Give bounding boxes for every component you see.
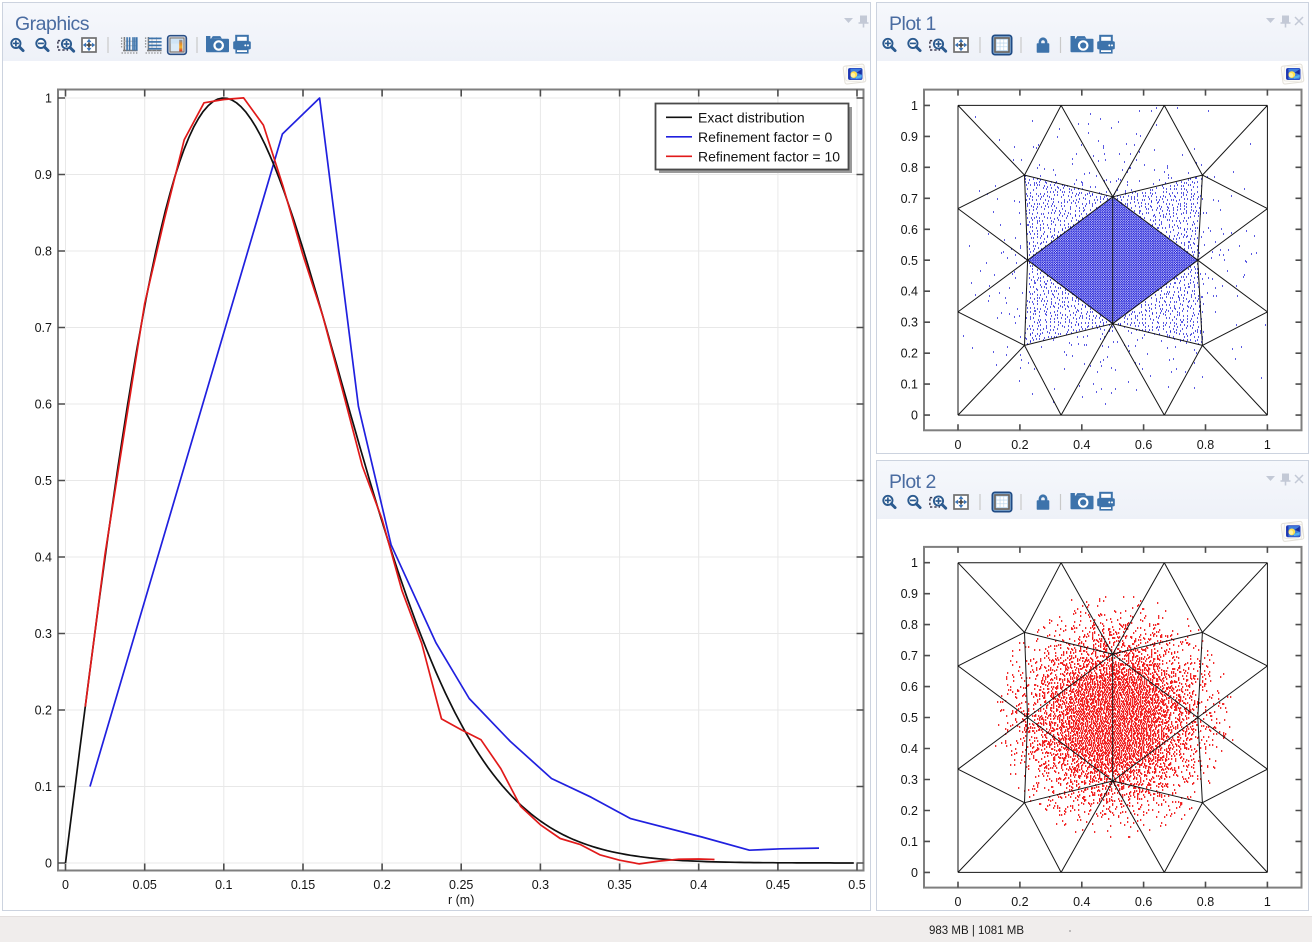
svg-text:0.7: 0.7 <box>35 321 52 335</box>
svg-text:0: 0 <box>955 438 962 452</box>
svg-text:0.6: 0.6 <box>1135 895 1152 909</box>
svg-text:r (m): r (m) <box>448 893 474 907</box>
svg-text:0.5: 0.5 <box>901 711 918 725</box>
svg-text:0.4: 0.4 <box>35 551 52 565</box>
svg-text:0.15: 0.15 <box>291 878 315 892</box>
svg-text:0.1: 0.1 <box>901 378 918 392</box>
svg-text:0.9: 0.9 <box>901 587 918 601</box>
svg-text:1: 1 <box>911 556 918 570</box>
svg-text:0.6: 0.6 <box>1135 438 1152 452</box>
svg-text:0.9: 0.9 <box>35 168 52 182</box>
svg-text:0.2: 0.2 <box>901 347 918 361</box>
svg-text:0.2: 0.2 <box>1011 895 1028 909</box>
svg-text:0.1: 0.1 <box>35 780 52 794</box>
svg-text:1: 1 <box>1264 895 1271 909</box>
svg-text:0.3: 0.3 <box>532 878 549 892</box>
svg-text:0.5: 0.5 <box>35 474 52 488</box>
svg-text:0: 0 <box>911 409 918 423</box>
svg-text:1: 1 <box>45 92 52 106</box>
svg-text:0.3: 0.3 <box>901 773 918 787</box>
svg-text:0.6: 0.6 <box>35 398 52 412</box>
svg-text:0.25: 0.25 <box>449 878 473 892</box>
svg-text:0.6: 0.6 <box>901 680 918 694</box>
svg-text:0.8: 0.8 <box>901 161 918 175</box>
svg-text:0.45: 0.45 <box>766 878 790 892</box>
svg-text:0.7: 0.7 <box>901 649 918 663</box>
svg-text:Refinement factor = 10: Refinement factor = 10 <box>698 148 840 164</box>
svg-text:0.4: 0.4 <box>690 878 707 892</box>
svg-text:0.2: 0.2 <box>35 704 52 718</box>
svg-text:0.35: 0.35 <box>607 878 631 892</box>
svg-text:0.3: 0.3 <box>901 316 918 330</box>
svg-text:1: 1 <box>1264 438 1271 452</box>
svg-text:0.1: 0.1 <box>215 878 232 892</box>
svg-text:0: 0 <box>45 857 52 871</box>
svg-text:0.2: 0.2 <box>901 804 918 818</box>
svg-text:0.4: 0.4 <box>1073 438 1090 452</box>
svg-text:0: 0 <box>62 878 69 892</box>
svg-text:0.4: 0.4 <box>1073 895 1090 909</box>
svg-text:0: 0 <box>955 895 962 909</box>
svg-text:0.05: 0.05 <box>133 878 157 892</box>
svg-text:0.8: 0.8 <box>1197 895 1214 909</box>
svg-text:0.8: 0.8 <box>1197 438 1214 452</box>
svg-text:0.8: 0.8 <box>901 618 918 632</box>
svg-text:Exact distribution: Exact distribution <box>698 109 805 125</box>
svg-text:0.2: 0.2 <box>373 878 390 892</box>
svg-text:1: 1 <box>911 99 918 113</box>
svg-text:0.5: 0.5 <box>848 878 865 892</box>
svg-text:0.3: 0.3 <box>35 627 52 641</box>
svg-text:0.9: 0.9 <box>901 130 918 144</box>
svg-text:Refinement factor = 0: Refinement factor = 0 <box>698 129 832 145</box>
svg-text:0.4: 0.4 <box>901 742 918 756</box>
svg-text:0: 0 <box>911 866 918 880</box>
svg-text:0.8: 0.8 <box>35 245 52 259</box>
svg-text:0.1: 0.1 <box>901 835 918 849</box>
svg-text:0.4: 0.4 <box>901 285 918 299</box>
svg-text:0.2: 0.2 <box>1011 438 1028 452</box>
svg-text:0.5: 0.5 <box>901 254 918 268</box>
svg-text:0.6: 0.6 <box>901 223 918 237</box>
svg-text:0.7: 0.7 <box>901 192 918 206</box>
